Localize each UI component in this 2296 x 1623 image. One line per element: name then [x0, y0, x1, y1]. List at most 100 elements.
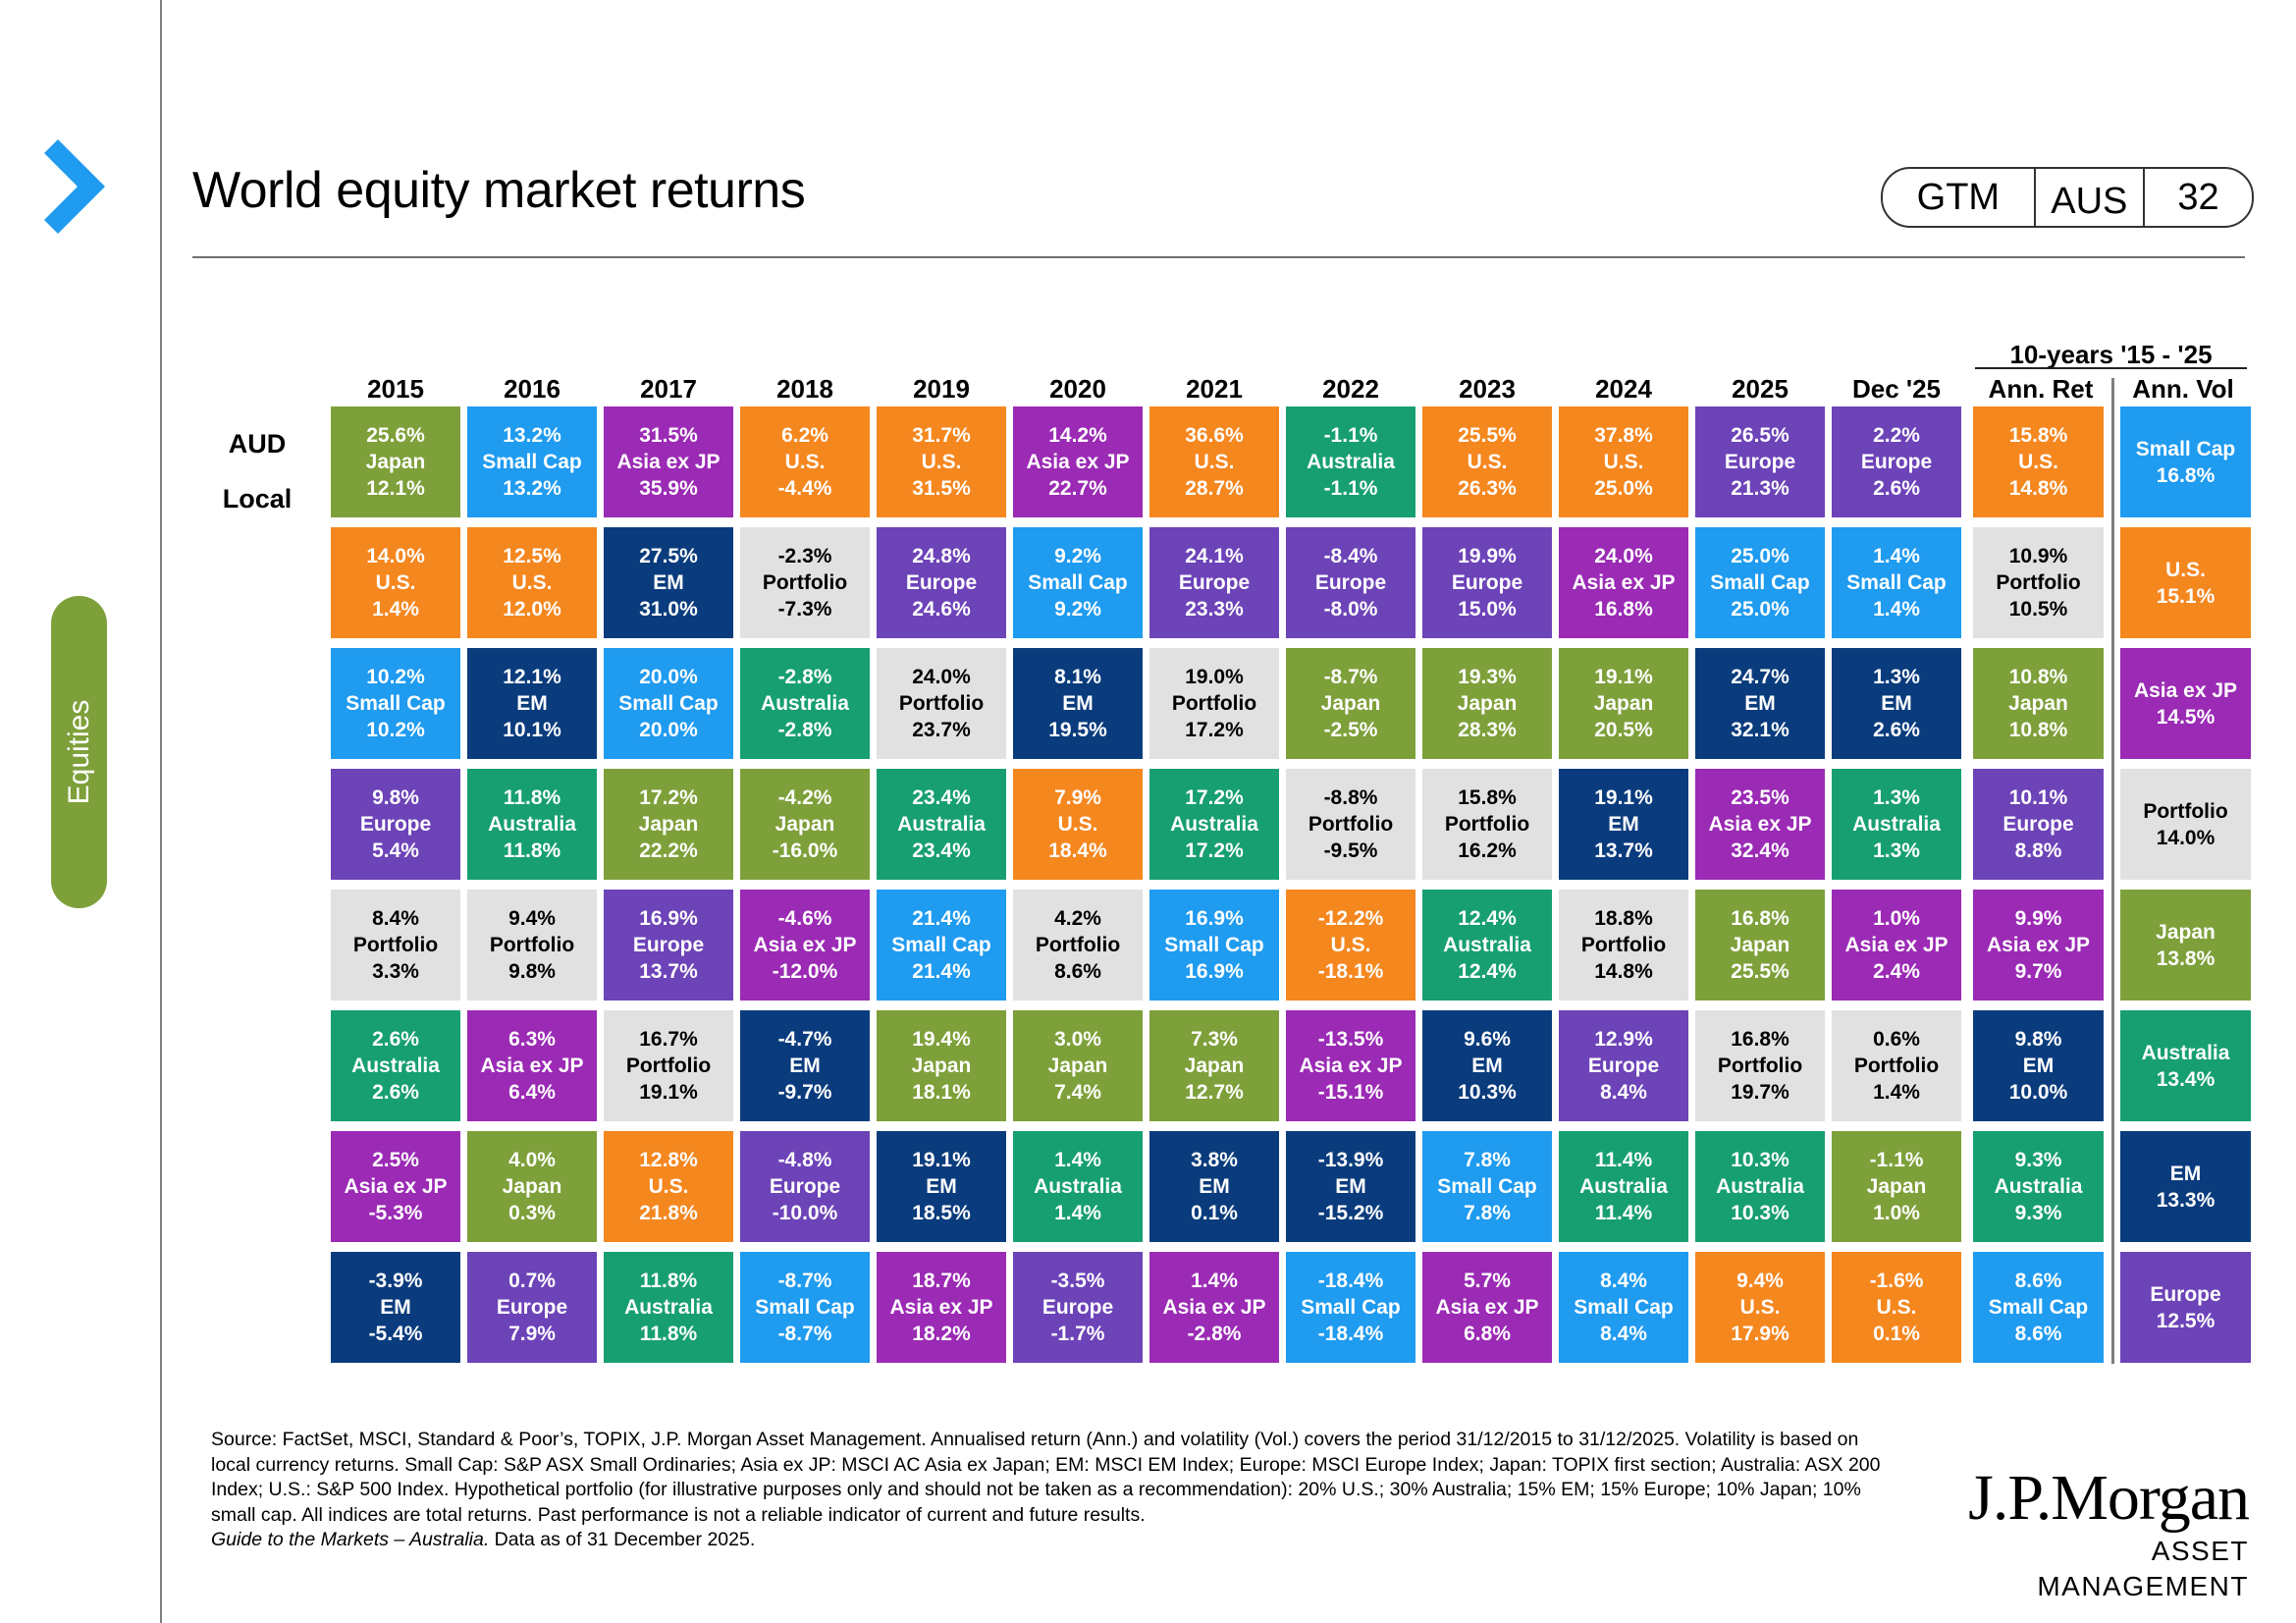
aud-return: 25.5% [1458, 424, 1517, 447]
return-cell: 16.9% Small Cap 16.9% [1149, 890, 1279, 1001]
local-return: 21.3% [1731, 477, 1789, 500]
return-cell: 14.2% Asia ex JP 22.7% [1013, 406, 1143, 517]
local-return: 8.4% [1600, 1081, 1647, 1104]
return-cell: 25.0% Small Cap 25.0% [1695, 527, 1825, 638]
aud-return: 7.3% [1191, 1028, 1238, 1051]
aud-return: 14.2% [1048, 424, 1107, 447]
asset-name: Japan [1047, 1055, 1108, 1077]
return-cell: -8.7% Japan -2.5% [1286, 648, 1415, 759]
asset-name: Japan [1730, 934, 1790, 956]
local-return: 1.4% [1873, 1081, 1920, 1104]
aud-return: 31.7% [912, 424, 971, 447]
local-return: 25.0% [1731, 598, 1789, 621]
asset-name: Portfolio [2143, 799, 2228, 823]
aud-return: 36.6% [1185, 424, 1244, 447]
asset-name: U.S. [2165, 558, 2206, 581]
local-return: 21.8% [639, 1202, 698, 1224]
local-return: -15.1% [1317, 1081, 1384, 1104]
asset-name: EM [789, 1055, 821, 1077]
return-cell: 0.7% Europe 7.9% [467, 1252, 597, 1363]
return-cell: -4.7% EM -9.7% [740, 1010, 870, 1121]
return-cell: 11.8% Australia 11.8% [604, 1252, 733, 1363]
return-cell: 4.2% Portfolio 8.6% [1013, 890, 1143, 1001]
return-cell: 13.2% Small Cap 13.2% [467, 406, 597, 517]
asset-name: U.S. [1603, 451, 1644, 473]
asset-name: Asia ex JP [616, 451, 721, 473]
local-return: 12.7% [1185, 1081, 1244, 1104]
aud-return: 10.8% [2008, 666, 2068, 688]
aud-return: -8.8% [1323, 786, 1378, 809]
aud-return: 24.7% [1731, 666, 1789, 688]
asset-name: Small Cap [1574, 1296, 1674, 1319]
local-return: 10.2% [366, 719, 425, 741]
asset-name: EM [1608, 813, 1639, 836]
asset-name: Portfolio [762, 571, 848, 594]
asset-name: Asia ex JP [889, 1296, 993, 1319]
return-cell: 25.5% U.S. 26.3% [1422, 406, 1552, 517]
asset-name: Small Cap [1710, 571, 1810, 594]
aud-return: 12.9% [1594, 1028, 1653, 1051]
aud-return: 14.0% [366, 545, 425, 568]
asset-name: Portfolio [1996, 571, 2081, 594]
return-cell: 19.3% Japan 28.3% [1422, 648, 1552, 759]
aud-return: 9.2% [1054, 545, 1101, 568]
return-cell: 3.8% EM 0.1% [1149, 1131, 1279, 1242]
aud-return: 9.9% [2014, 907, 2062, 930]
local-return: 22.2% [639, 839, 698, 862]
aud-return: 9.8% [2014, 1028, 2062, 1051]
local-return: 9.2% [1054, 598, 1101, 621]
local-return: 14.8% [2008, 477, 2068, 500]
aud-return: 5.7% [1464, 1270, 1511, 1292]
return-cell: 16.8% Portfolio 19.7% [1695, 1010, 1825, 1121]
asset-name: Small Cap [2135, 437, 2236, 460]
aud-return: -2.8% [777, 666, 832, 688]
asset-name: Japan [1184, 1055, 1245, 1077]
ann-vol-cell: Australia 13.4% [2120, 1010, 2251, 1121]
return-cell: -8.7% Small Cap -8.7% [740, 1252, 870, 1363]
aud-return: 7.8% [1464, 1149, 1511, 1171]
aud-return: 1.4% [1191, 1270, 1238, 1292]
asset-name: Europe [632, 934, 705, 956]
asset-name: Asia ex JP [753, 934, 857, 956]
asset-name: Small Cap [346, 692, 446, 715]
asset-name: Australia [488, 813, 576, 836]
local-return: 35.9% [639, 477, 698, 500]
year-header: 2016 [504, 374, 561, 404]
aud-return: 19.1% [1594, 786, 1653, 809]
return-cell: 23.5% Asia ex JP 32.4% [1695, 769, 1825, 880]
aud-return: 1.4% [1054, 1149, 1101, 1171]
ann-ret-cell: 10.9% Portfolio 10.5% [1973, 527, 2104, 638]
volatility: 13.3% [2156, 1188, 2216, 1212]
aud-return: 10.2% [366, 666, 425, 688]
section-tab-equities[interactable]: Equities [51, 596, 107, 908]
return-cell: -13.5% Asia ex JP -15.1% [1286, 1010, 1415, 1121]
aud-return: 19.1% [1594, 666, 1653, 688]
return-cell: 23.4% Australia 23.4% [877, 769, 1006, 880]
return-cell: 10.3% Australia 10.3% [1695, 1131, 1825, 1242]
local-return: -2.8% [777, 719, 832, 741]
local-return: 21.4% [912, 960, 971, 983]
aud-return: 17.2% [639, 786, 698, 809]
aud-return: -13.9% [1317, 1149, 1384, 1171]
return-cell: 1.3% EM 2.6% [1832, 648, 1961, 759]
local-return: -5.3% [368, 1202, 423, 1224]
asset-name: U.S. [921, 451, 962, 473]
asset-name: Small Cap [618, 692, 719, 715]
gtm-badge: GTM AUS 32 [1881, 167, 2254, 228]
return-cell: 1.0% Asia ex JP 2.4% [1832, 890, 1961, 1001]
local-return: 0.3% [508, 1202, 556, 1224]
year-header: 2025 [1732, 374, 1789, 404]
asset-name: Asia ex JP [1844, 934, 1949, 956]
return-cell: 24.8% Europe 24.6% [877, 527, 1006, 638]
return-cell: 12.8% U.S. 21.8% [604, 1131, 733, 1242]
aud-return: 15.8% [1458, 786, 1517, 809]
ann-ret-cell: 9.3% Australia 9.3% [1973, 1131, 2104, 1242]
aud-return: -8.4% [1323, 545, 1378, 568]
local-return: 11.8% [639, 1323, 698, 1345]
return-cell: -13.9% EM -15.2% [1286, 1131, 1415, 1242]
asset-name: Europe [496, 1296, 568, 1319]
badge-page-number: 32 [2177, 176, 2219, 218]
year-header: 2017 [640, 374, 697, 404]
aud-return: 0.7% [508, 1270, 556, 1292]
ten-year-underline [1975, 367, 2247, 369]
